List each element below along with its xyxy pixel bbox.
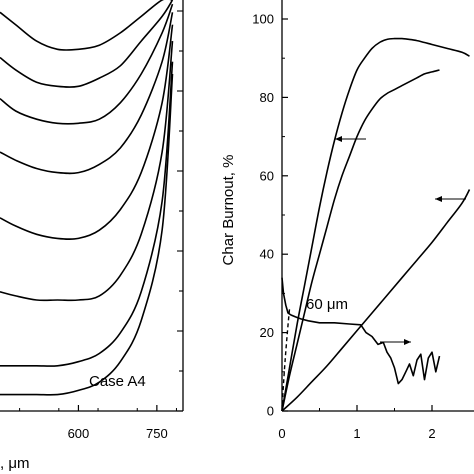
- right-arrows: [335, 136, 466, 345]
- left-x-tick-label-600: 600: [68, 426, 90, 441]
- right-y-tick-label-40: 40: [260, 247, 274, 262]
- right-x-tick-label-0: 0: [278, 426, 285, 441]
- left-series-line-1: [0, 0, 173, 51]
- left-ticks: 600 750: [19, 10, 183, 441]
- left-curves: [0, 0, 174, 396]
- right-y-tick-label-100: 100: [252, 12, 274, 27]
- left-series-line-3: [0, 3, 174, 125]
- right-series-line-2: [281, 69, 440, 412]
- right-size-annotation: 60 μm: [306, 296, 348, 313]
- right-panel: 0 20 40 60 80 100 0 1 2 Char Burnout, % 60 μm: [220, 0, 474, 441]
- right-x-tick-label-2: 2: [428, 426, 435, 441]
- left-series-line-7: [0, 61, 174, 367]
- right-arrow-burnout-2-head: [435, 196, 442, 202]
- right-y-axis-title: Char Burnout, %: [220, 155, 237, 266]
- right-x-tick-label-1: 1: [353, 426, 360, 441]
- left-case-annotation: Case A4: [89, 373, 146, 390]
- right-arrow-to-right-axis-head: [404, 339, 411, 345]
- right-y-tick-label-80: 80: [260, 90, 274, 105]
- right-ticks: 0 20 40 60 80 100 0 1 2: [252, 12, 435, 442]
- right-curves: [281, 37, 471, 412]
- right-series-line-3: [281, 189, 471, 412]
- left-series-line-2: [0, 0, 174, 88]
- left-x-tick-label-750: 750: [146, 426, 168, 441]
- right-y-tick-label-60: 60: [260, 168, 274, 183]
- left-x-axis-title-fragment: , μm: [0, 455, 29, 472]
- right-arrow-burnout-1-head: [335, 136, 342, 142]
- right-dashed-line: [281, 309, 291, 412]
- left-series-line-4: [0, 12, 174, 175]
- left-series-line-6: [0, 41, 174, 302]
- left-panel: 600 750 Case A4 , μm: [0, 0, 184, 472]
- right-y-tick-label-20: 20: [260, 325, 274, 340]
- right-series-line-1: [281, 37, 470, 412]
- right-series-line-4: [281, 277, 441, 385]
- left-series-line-5: [0, 24, 174, 240]
- right-y-tick-label-0: 0: [267, 404, 274, 419]
- left-series-line-8: [0, 73, 174, 396]
